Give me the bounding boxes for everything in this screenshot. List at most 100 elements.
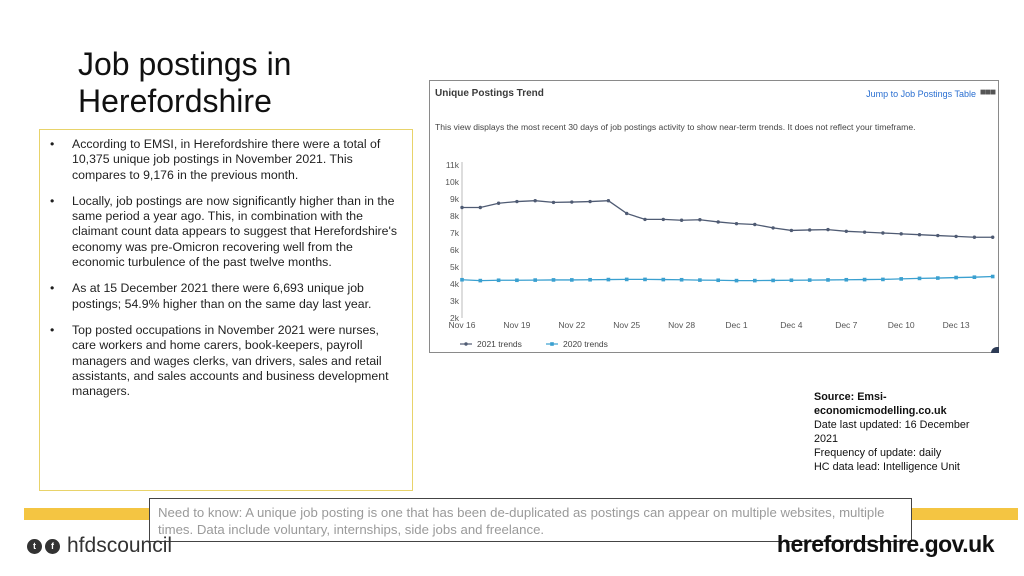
data-point-2021	[606, 199, 611, 203]
more-options-icon[interactable]: ■■■	[979, 87, 996, 98]
y-tick-label: 2k	[450, 313, 460, 323]
data-point-2021	[478, 205, 482, 210]
data-point-2020	[807, 278, 812, 282]
data-point-2020	[990, 274, 995, 279]
x-tick-label: Dec 10	[888, 320, 915, 330]
data-point-2021	[771, 226, 775, 230]
data-point-2020	[698, 278, 702, 282]
bullet-text: Locally, job postings are now significan…	[72, 193, 397, 270]
need-to-know-note: Need to know: A unique job posting is on…	[149, 498, 912, 542]
data-point-2020	[478, 278, 483, 283]
bullet-item: • As at 15 December 2021 there were 6,693…	[50, 281, 404, 312]
x-tick-label: Nov 25	[613, 320, 640, 330]
bullet-item: • According to EMSI, in Herefordshire the…	[50, 137, 404, 183]
data-point-2020	[753, 278, 757, 283]
y-tick-label: 8k	[450, 211, 460, 221]
data-point-2020	[533, 278, 537, 282]
hfdscouncil-handle: hfdscouncil	[67, 534, 173, 557]
x-tick-label: Nov 22	[558, 320, 585, 330]
data-point-2021	[753, 222, 757, 227]
data-point-2021	[625, 211, 629, 216]
data-point-2021	[716, 220, 720, 224]
data-point-2020	[789, 278, 794, 283]
y-tick-label: 3k	[450, 296, 460, 306]
herefordshire-gov-uk-logo: herefordshire.gov.uk	[776, 531, 995, 557]
legend-marker	[464, 342, 468, 346]
bullet-item: • Locally, job postings are now significa…	[50, 194, 404, 270]
data-point-2020	[862, 277, 867, 282]
y-tick-label: 7k	[450, 228, 460, 238]
y-tick-label: 6k	[450, 245, 460, 255]
data-point-2021	[991, 235, 995, 239]
bullet-dot: •	[50, 193, 55, 208]
data-point-2021	[533, 199, 537, 203]
bullet-text: As at 15 December 2021 there were 6,693 …	[72, 281, 372, 311]
data-point-2020	[570, 278, 574, 282]
data-point-2021	[972, 235, 977, 239]
hfdscouncil-social-logo: t f hfdscouncil	[27, 534, 172, 558]
data-point-2021	[515, 199, 519, 204]
data-point-2020	[881, 277, 885, 282]
data-point-2021	[844, 229, 848, 233]
data-point-2021	[881, 231, 885, 235]
bullet-dot: •	[50, 322, 55, 337]
data-point-2021	[826, 227, 830, 232]
x-tick-label: Dec 13	[943, 320, 970, 330]
page-title: Job postings in Herefordshire	[78, 46, 291, 120]
x-tick-label: Dec 4	[780, 320, 802, 330]
source-label: Source: Emsi-economicmodelling.co.uk	[814, 391, 947, 417]
legend-label: 2021 trends	[477, 339, 522, 349]
data-point-2021	[936, 233, 940, 238]
data-point-2020	[771, 278, 775, 283]
y-tick-label: 5k	[450, 262, 460, 272]
x-tick-label: Nov 19	[503, 320, 530, 330]
data-point-2021	[789, 228, 794, 233]
data-point-2020	[588, 277, 592, 282]
postings-line-chart: 2k 3k 4k 5k 6k 7k 8k 9k 10k 11k Nov 16 Nov 19 Nov 22…	[445, 160, 995, 349]
data-point-2020	[643, 277, 647, 282]
bullet-text: Top posted occupations in November 2021 …	[72, 322, 389, 399]
postings-chart-panel: Unique Postings Trend Jump to Job Postin…	[429, 80, 999, 353]
data-point-2020	[679, 277, 684, 282]
data-point-2020	[826, 278, 830, 282]
data-point-2020	[716, 278, 720, 283]
legend-label: 2020 trends	[563, 339, 608, 349]
data-point-2021	[734, 221, 739, 226]
data-point-2020	[899, 277, 903, 281]
data-point-2021	[862, 230, 867, 234]
data-point-2021	[570, 200, 574, 204]
data-point-2020	[515, 278, 519, 283]
data-point-2020	[954, 275, 958, 280]
panel-corner-badge	[991, 347, 999, 353]
data-point-2020	[936, 276, 940, 280]
data-point-2021	[643, 217, 647, 222]
source-lead: HC data lead: Intelligence Unit	[814, 461, 960, 473]
source-updated: Date last updated: 16 December 2021	[814, 419, 970, 445]
chart-panel-title: Unique Postings Trend	[435, 88, 544, 99]
data-point-2021	[917, 233, 922, 237]
bullet-list: • According to EMSI, in Herefordshire the…	[50, 137, 404, 399]
data-point-2021	[588, 199, 592, 204]
data-point-2021	[899, 232, 903, 236]
source-frequency: Frequency of update: daily	[814, 447, 942, 459]
x-tick-label: Nov 28	[668, 320, 695, 330]
x-tick-label: Dec 1	[725, 320, 747, 330]
series-line-2021	[462, 200, 993, 238]
data-point-2021	[551, 200, 556, 205]
data-point-2021	[808, 228, 812, 232]
bullet-text-box: • According to EMSI, in Herefordshire the…	[39, 129, 413, 491]
source-block: Source: Emsi-economicmodelling.co.uk Dat…	[814, 390, 994, 474]
data-point-2020	[917, 276, 922, 281]
jump-to-table-link[interactable]: Jump to Job Postings Table	[866, 89, 976, 99]
series-line-2020	[461, 275, 993, 282]
data-point-2021	[954, 234, 958, 239]
chart-description: This view displays the most recent 30 da…	[435, 122, 916, 132]
bullet-dot: •	[50, 137, 55, 151]
y-tick-label: 10k	[445, 177, 459, 187]
bullet-item: • Top posted occupations in November 2021…	[50, 323, 404, 399]
data-point-2020	[606, 277, 611, 282]
data-point-2021	[679, 218, 684, 222]
data-point-2021	[460, 205, 464, 210]
bullet-dot: •	[50, 281, 55, 296]
data-point-2020	[551, 278, 556, 282]
